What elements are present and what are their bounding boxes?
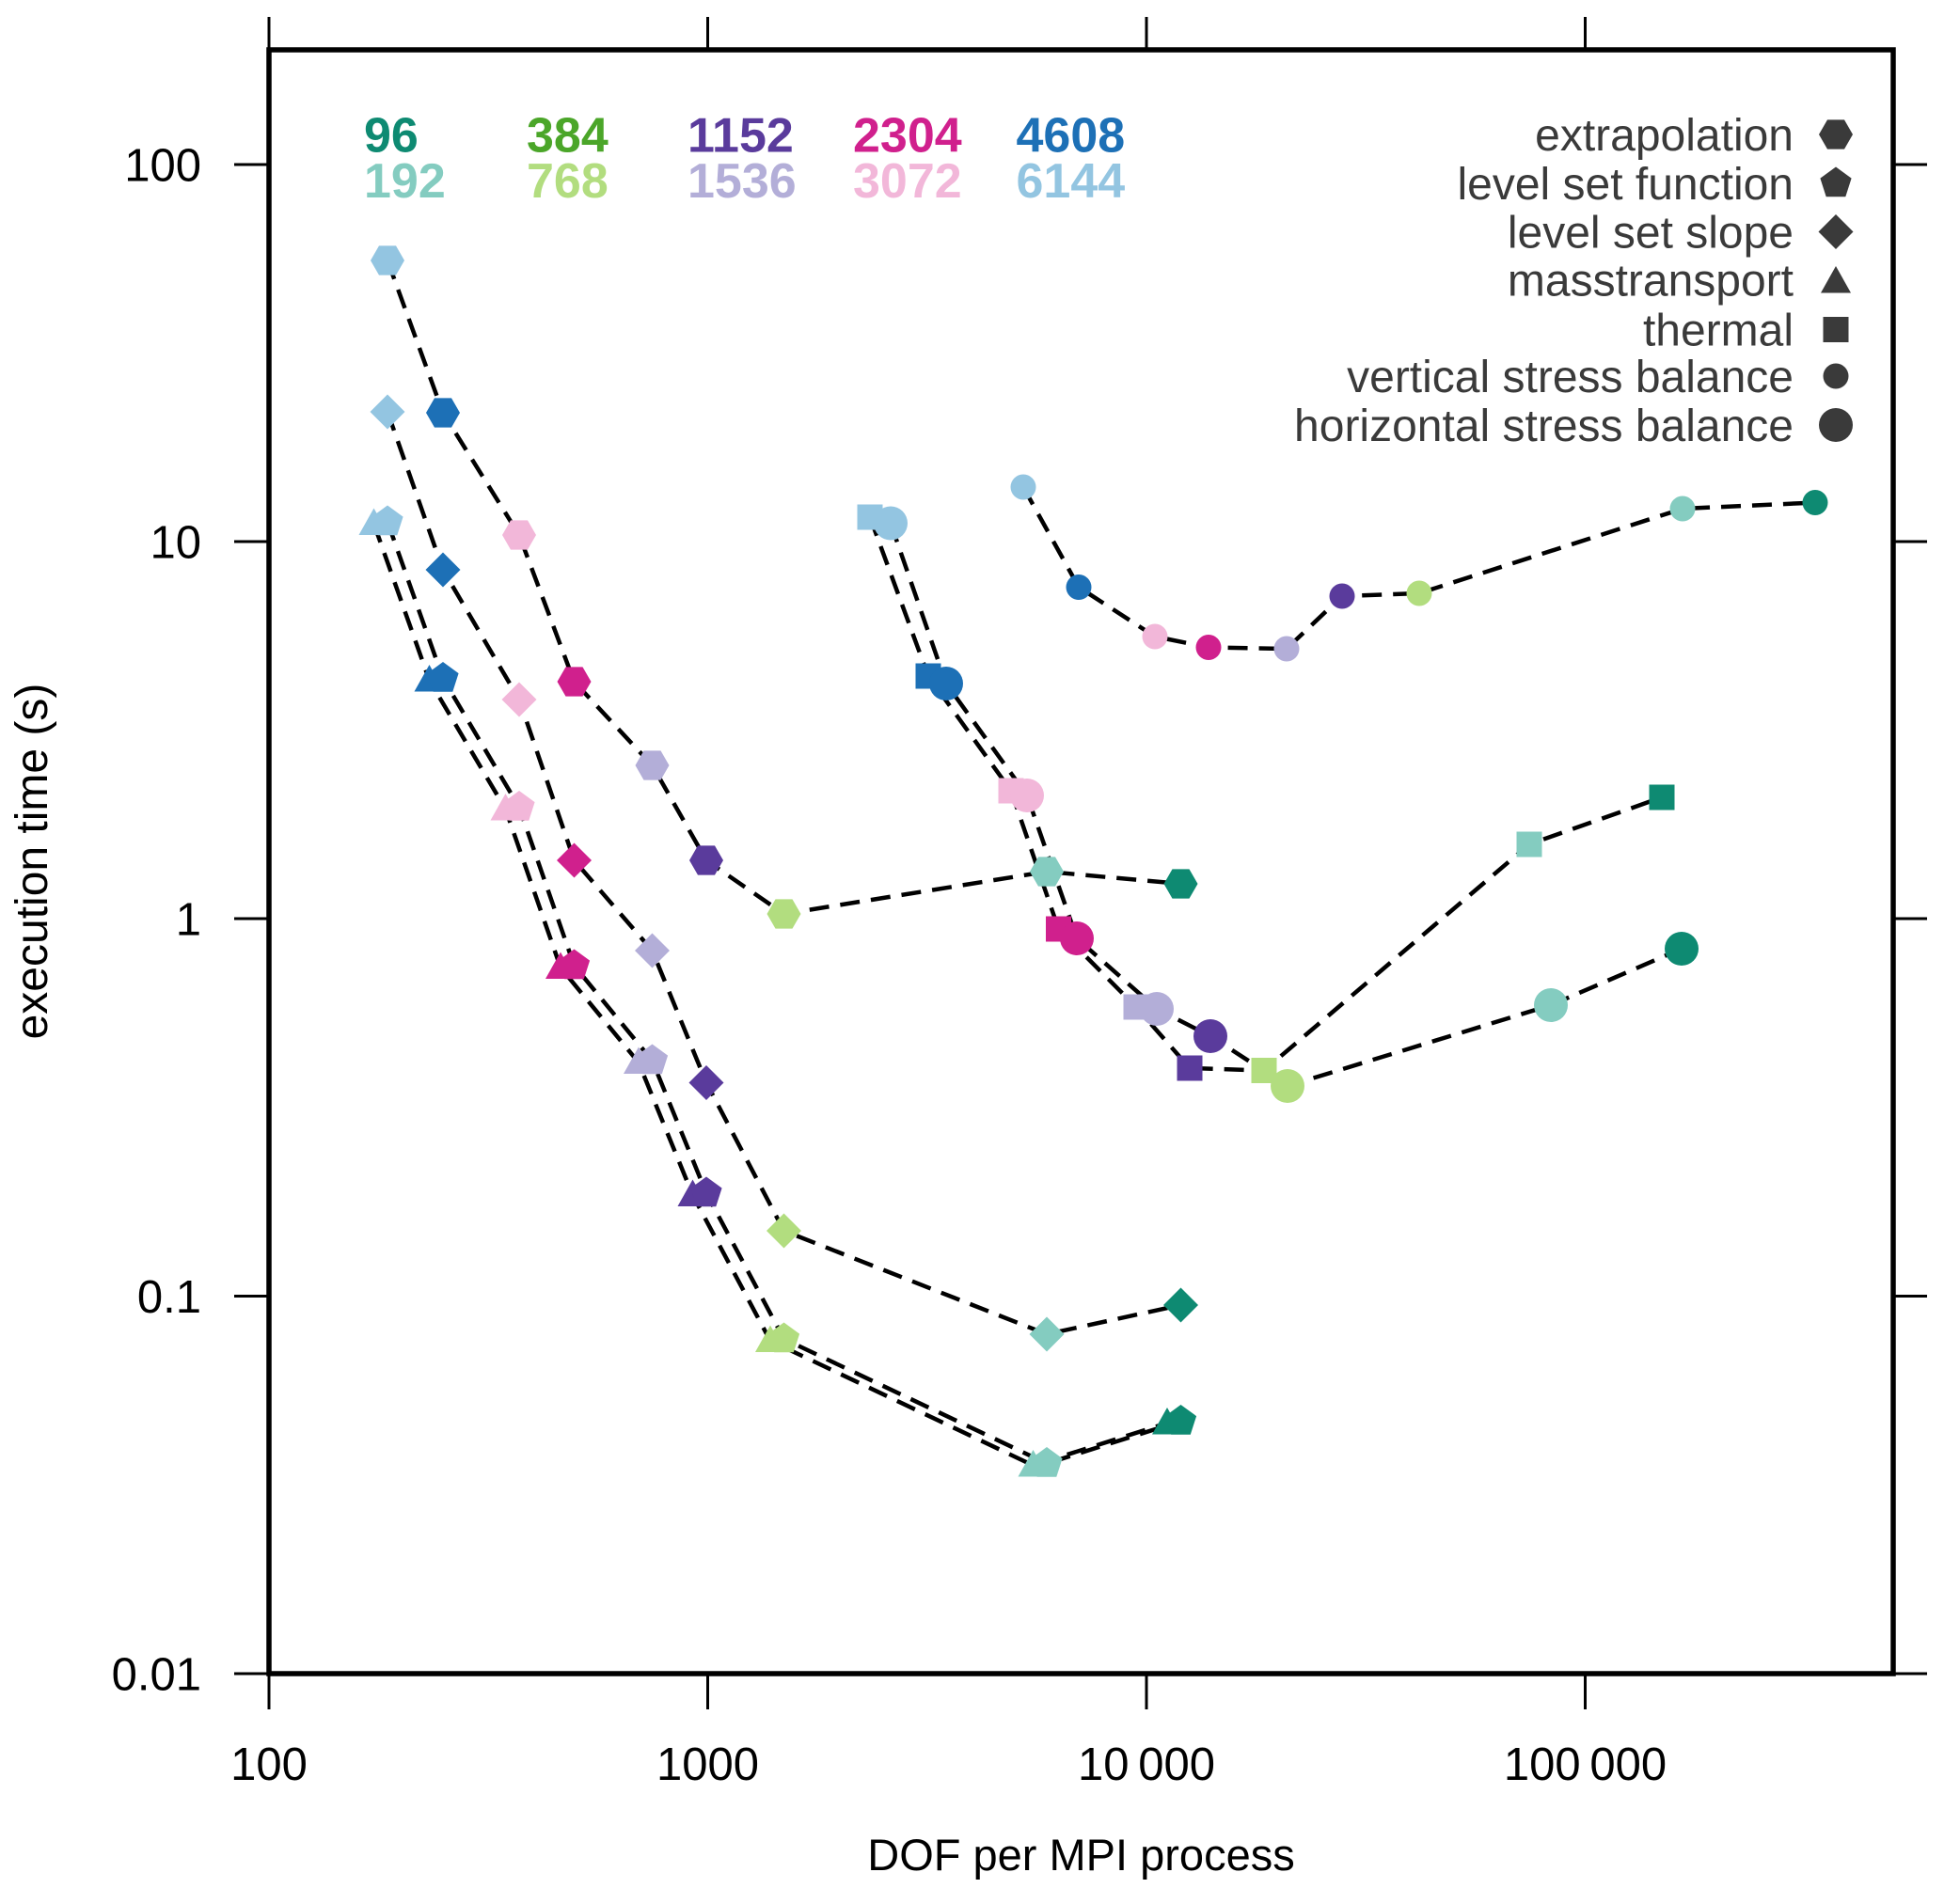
svg-text:0.01: 0.01	[112, 1650, 201, 1701]
svg-text:10: 10	[150, 518, 201, 569]
svg-text:level set slope: level set slope	[1508, 209, 1794, 259]
svg-text:masstransport: masstransport	[1508, 257, 1794, 307]
svg-text:100: 100	[124, 141, 201, 192]
svg-text:execution time (s): execution time (s)	[8, 684, 57, 1040]
svg-text:0.1: 0.1	[137, 1272, 201, 1323]
svg-text:192: 192	[364, 154, 446, 209]
svg-text:1: 1	[176, 895, 201, 946]
svg-text:horizontal stress balance: horizontal stress balance	[1294, 401, 1794, 451]
svg-text:DOF per MPI process: DOF per MPI process	[867, 1830, 1294, 1880]
svg-text:96: 96	[364, 109, 419, 164]
svg-text:1000: 1000	[656, 1739, 759, 1790]
svg-text:2304: 2304	[853, 109, 962, 164]
svg-text:100 000: 100 000	[1504, 1739, 1667, 1790]
svg-text:100: 100	[230, 1739, 308, 1790]
svg-text:level set function: level set function	[1457, 160, 1794, 210]
svg-text:10 000: 10 000	[1078, 1739, 1215, 1790]
svg-text:1536: 1536	[688, 154, 797, 209]
svg-text:6144: 6144	[1017, 154, 1126, 209]
svg-text:1152: 1152	[688, 109, 794, 164]
svg-text:768: 768	[527, 154, 608, 209]
svg-text:4608: 4608	[1017, 109, 1126, 164]
svg-text:vertical stress balance: vertical stress balance	[1347, 353, 1794, 402]
svg-text:thermal: thermal	[1643, 307, 1794, 356]
svg-text:384: 384	[527, 109, 608, 164]
svg-text:extrapolation: extrapolation	[1535, 111, 1794, 161]
svg-text:3072: 3072	[853, 154, 962, 209]
